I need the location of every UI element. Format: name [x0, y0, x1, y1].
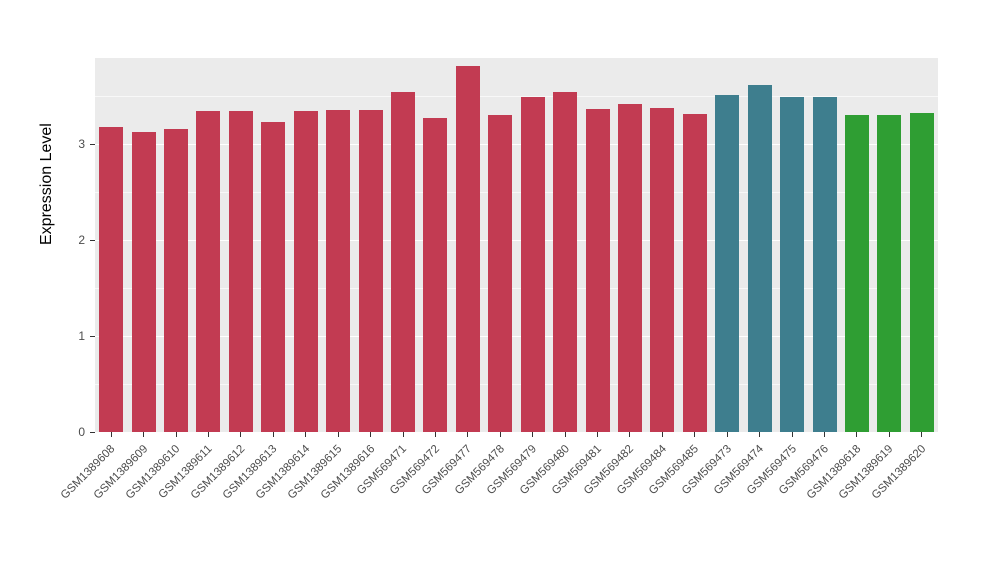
x-tick-label-GSM1389619: GSM1389619	[837, 443, 896, 502]
bar-GSM569471	[391, 92, 415, 432]
x-tick-label-GSM1389608: GSM1389608	[59, 443, 118, 502]
bar-GSM1389613	[261, 122, 285, 432]
x-tick-label-GSM569481: GSM569481	[549, 443, 605, 498]
x-tick-label-GSM569471: GSM569471	[355, 443, 410, 498]
x-tick-label-GSM569473: GSM569473	[679, 443, 734, 498]
y-tick-label: 0	[78, 425, 85, 439]
bar-GSM569479	[521, 97, 545, 432]
x-tick-label-GSM569478: GSM569478	[452, 443, 507, 498]
x-tick-label-GSM569476: GSM569476	[776, 443, 832, 498]
x-tick-label-GSM1389620: GSM1389620	[869, 443, 929, 502]
gridline-major	[95, 239, 938, 242]
x-tick-label-GSM1389615: GSM1389615	[286, 443, 345, 502]
bar-GSM1389618	[845, 115, 869, 432]
x-tick-label-GSM569474: GSM569474	[712, 443, 767, 498]
bar-GSM569476	[813, 97, 837, 432]
x-tick-label-GSM569485: GSM569485	[647, 443, 702, 498]
bar-GSM1389608	[99, 127, 123, 432]
x-tick-label-GSM569475: GSM569475	[744, 443, 799, 498]
gridline-minor	[95, 96, 938, 98]
bar-GSM569474	[748, 85, 772, 432]
bar-GSM1389609	[132, 132, 156, 432]
gridline-major	[95, 335, 938, 337]
bar-GSM1389616	[359, 110, 383, 432]
x-tick-label-GSM569479: GSM569479	[485, 443, 540, 498]
gridline-minor	[95, 192, 938, 193]
x-tick-label-GSM569484: GSM569484	[614, 443, 669, 498]
bar-GSM569485	[683, 114, 707, 432]
bar-GSM569478	[488, 115, 512, 432]
x-tick-label-GSM569477: GSM569477	[420, 443, 475, 498]
bar-GSM569475	[780, 97, 804, 432]
bar-GSM569472	[423, 118, 447, 432]
bar-GSM1389619	[877, 115, 901, 432]
x-tick-label-GSM1389610: GSM1389610	[123, 443, 183, 502]
bar-GSM1389612	[229, 111, 253, 432]
x-tick-label-GSM569472: GSM569472	[387, 443, 442, 498]
gridline-minor	[95, 384, 938, 385]
bar-GSM1389610	[164, 129, 188, 432]
y-axis-title: Expression Level	[38, 123, 55, 245]
y-tick-label: 1	[78, 329, 85, 344]
gridline-major	[95, 143, 938, 146]
x-tick-label-GSM1389609: GSM1389609	[91, 443, 151, 502]
x-tick-label-GSM1389614: GSM1389614	[253, 443, 313, 502]
bar-GSM569481	[586, 109, 610, 432]
bar-GSM1389614	[294, 111, 318, 432]
x-tick-label-GSM569480: GSM569480	[517, 443, 572, 498]
gridline-major	[95, 431, 938, 433]
plot-panel	[95, 58, 938, 433]
bar-GSM569482	[618, 104, 642, 432]
x-tick-label-GSM1389612: GSM1389612	[188, 443, 248, 502]
bar-GSM569473	[715, 95, 739, 432]
x-tick-label-GSM1389618: GSM1389618	[804, 443, 864, 502]
bar-GSM1389615	[326, 110, 350, 432]
bar-GSM1389620	[910, 113, 934, 432]
bar-GSM569484	[650, 108, 674, 432]
bar-GSM569477	[456, 66, 480, 432]
x-tick-label-GSM1389613: GSM1389613	[221, 443, 280, 502]
gridline-minor	[95, 288, 938, 289]
x-tick-label-GSM1389611: GSM1389611	[156, 443, 215, 502]
x-tick-label-GSM569482: GSM569482	[582, 443, 637, 498]
bar-GSM1389611	[196, 111, 220, 432]
x-tick-label-GSM1389616: GSM1389616	[318, 443, 378, 502]
bar-GSM569480	[553, 92, 577, 432]
